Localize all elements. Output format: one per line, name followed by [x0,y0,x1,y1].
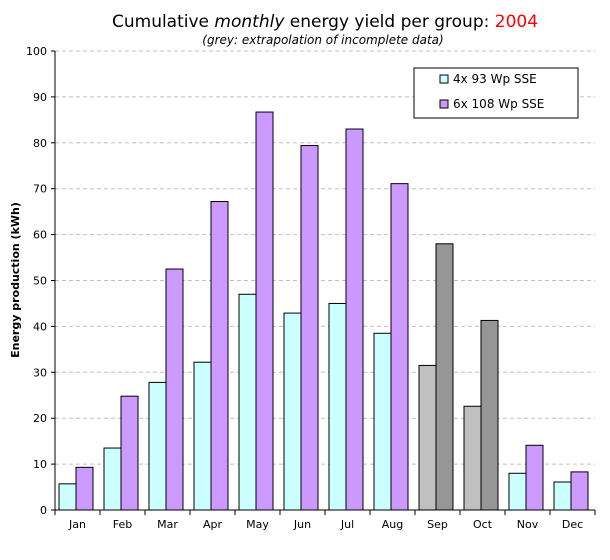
legend-swatch-series-1 [439,74,449,84]
bars [58,111,589,511]
bar-series-1-oct [463,405,482,511]
x-tick-labels: Jan Feb Mar Apr May Jun Jul Aug Sep Oct Nov Dec [68,518,583,531]
bar-series-1-may [238,293,257,511]
y-tick-label: 50 [33,275,47,288]
x-tick-label: Sep [427,518,448,531]
title-middle: energy yield per group: [284,12,494,32]
x-tick-label: Jan [68,518,86,531]
y-axis-label: Energy production (kWh) [9,202,22,358]
y-tick-labels: 0 10 20 30 40 50 60 70 80 90 100 [26,45,47,517]
bar-series-1-apr [193,361,212,511]
bar-series-2-jun [300,145,319,511]
legend-label-series-1: 4x 93 Wp SSE [453,72,537,86]
legend-label-series-2: 6x 108 Wp SSE [453,97,544,111]
bar-series-2-jan [75,466,94,511]
y-tick-label: 70 [33,183,47,196]
y-tick-label: 60 [33,229,47,242]
bar-series-1-feb [103,447,122,511]
axes [51,50,596,515]
bar-series-2-nov [525,444,544,511]
x-tick-label: Mar [157,518,178,531]
y-tick-label: 10 [33,458,47,471]
bar-series-2-mar [165,268,184,511]
bar-series-1-jan [58,483,77,511]
chart-title: Cumulative monthly energy yield per grou… [112,12,538,32]
y-tick-label: 40 [33,320,47,333]
bar-series-1-nov [508,472,527,511]
chart-subtitle: (grey: extrapolation of incomplete data) [202,33,443,47]
title-year: 2004 [495,12,538,32]
y-tick-label: 80 [33,137,47,150]
bar-series-2-jul [345,128,364,511]
bar-series-1-aug [373,332,392,511]
gridlines [55,50,595,465]
bar-series-1-jul [328,302,347,511]
bar-series-1-mar [148,381,167,511]
x-tick-label: Nov [517,518,539,531]
title-prefix: Cumulative [112,12,214,32]
bar-series-2-may [255,111,274,511]
x-tick-label: Jun [293,518,311,531]
legend-swatch-series-2 [439,99,449,109]
bar-series-2-aug [390,183,409,511]
x-tick-label: Jul [340,518,354,531]
bar-series-1-dec [553,481,572,511]
y-tick-label: 20 [33,412,47,425]
legend: 4x 93 Wp SSE 6x 108 Wp SSE [413,67,579,119]
bar-series-1-jun [283,312,302,511]
x-tick-label: Aug [382,518,403,531]
x-tick-label: Feb [113,518,132,531]
x-tick-label: May [246,518,269,531]
bar-series-2-feb [120,395,139,511]
bar-series-2-oct [480,319,499,511]
y-tick-label: 90 [33,91,47,104]
x-tick-label: Dec [562,518,583,531]
title-emphasis: monthly [214,12,285,32]
x-tick-label: Oct [473,518,493,531]
bar-series-2-apr [210,201,229,511]
y-tick-label: 100 [26,45,47,58]
bar-series-1-sep [418,364,437,511]
bar-series-2-dec [570,471,589,511]
y-tick-label: 30 [33,366,47,379]
x-tick-label: Apr [203,518,223,531]
y-tick-label: 0 [40,504,47,517]
bar-series-2-sep [435,243,454,511]
